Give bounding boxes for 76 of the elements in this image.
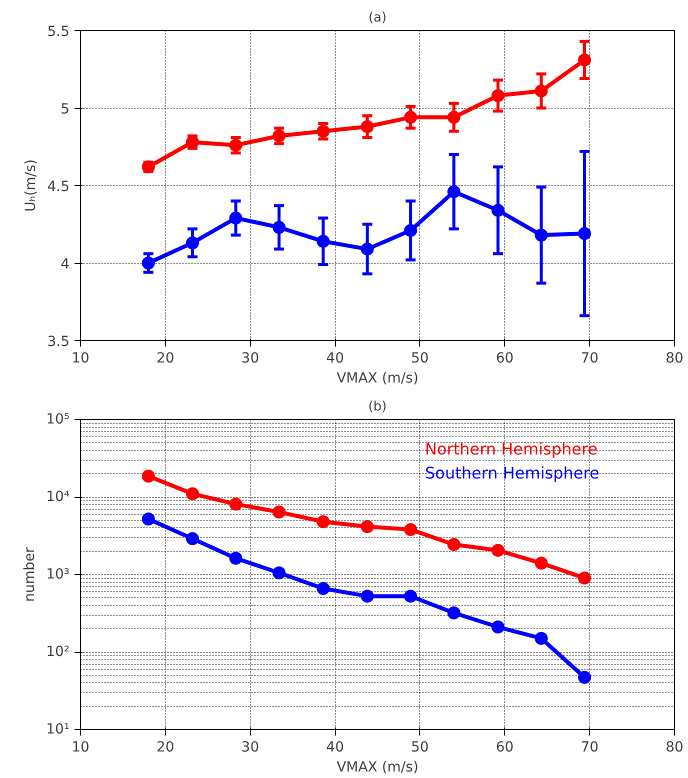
point <box>360 242 374 256</box>
x-tick-label: 40 <box>326 350 344 366</box>
point <box>272 506 286 519</box>
point <box>447 606 460 620</box>
y-tick-label: 3.5 <box>47 334 70 350</box>
x-tick-label: 50 <box>411 740 429 756</box>
y-tick-label: 5 <box>60 102 70 118</box>
x-tick-label: 40 <box>326 740 344 756</box>
point <box>186 532 200 546</box>
point <box>578 572 592 585</box>
x-tick-label: 70 <box>580 350 599 366</box>
point <box>404 110 418 124</box>
y-tick-label: 5.5 <box>47 24 70 40</box>
x-tick-label: 70 <box>580 740 599 756</box>
y-tick-label: 10⁴ <box>46 489 70 505</box>
point <box>491 89 504 102</box>
x-tick-label: 30 <box>241 350 260 366</box>
x-tick-label: 20 <box>156 740 174 756</box>
y-tick-label: 4 <box>60 256 70 272</box>
point <box>447 185 460 198</box>
x-tick-label: 80 <box>666 740 684 756</box>
point <box>404 523 418 536</box>
x-tick-label: 10 <box>72 740 90 756</box>
point <box>534 84 548 98</box>
point <box>447 110 460 124</box>
point <box>229 498 242 511</box>
y-tick-label: 4.5 <box>47 179 70 195</box>
point <box>186 236 200 250</box>
y-tick-label: 10³ <box>46 566 70 582</box>
point <box>404 224 418 237</box>
text: Northern Hemisphere <box>425 440 598 458</box>
point <box>316 124 330 138</box>
y-tick-label: 10⁵ <box>46 412 70 428</box>
point <box>316 582 330 595</box>
chart-title: (a) <box>368 10 387 26</box>
point <box>491 544 504 557</box>
y-axis-title: number <box>22 546 38 602</box>
x-tick-label: 10 <box>72 350 90 366</box>
x-tick-label: 80 <box>666 350 684 366</box>
point <box>578 53 592 66</box>
point <box>578 670 592 684</box>
x-axis-title: VMAX (m/s) <box>336 760 418 776</box>
chart-title: (b) <box>368 400 387 414</box>
point <box>142 512 155 526</box>
x-tick-label: 50 <box>411 350 429 366</box>
point <box>272 566 286 580</box>
point <box>272 220 286 234</box>
y-axis-title: Uₕ(m/s) <box>23 159 40 212</box>
x-tick-label: 60 <box>496 740 514 756</box>
point <box>316 234 330 248</box>
y-tick-label: 10¹ <box>46 722 70 738</box>
point <box>534 228 548 242</box>
point <box>229 138 242 152</box>
point <box>360 520 374 534</box>
point <box>272 129 286 142</box>
text: Southern Hemisphere <box>425 464 600 482</box>
point <box>491 620 504 634</box>
point <box>404 590 418 603</box>
x-axis-title: VMAX (m/s) <box>336 370 418 386</box>
point <box>142 470 155 483</box>
point <box>229 552 242 565</box>
point <box>360 590 374 603</box>
point <box>186 487 200 500</box>
point <box>360 120 374 134</box>
point <box>534 556 548 570</box>
y-tick-label: 10² <box>46 644 70 660</box>
point <box>229 212 242 225</box>
point <box>534 632 548 645</box>
x-tick-label: 60 <box>496 350 514 366</box>
point <box>491 204 504 217</box>
point <box>142 256 155 270</box>
point <box>578 227 592 240</box>
x-tick-label: 20 <box>156 350 174 366</box>
point <box>447 538 460 551</box>
point <box>316 515 330 528</box>
x-tick-label: 30 <box>241 740 260 756</box>
